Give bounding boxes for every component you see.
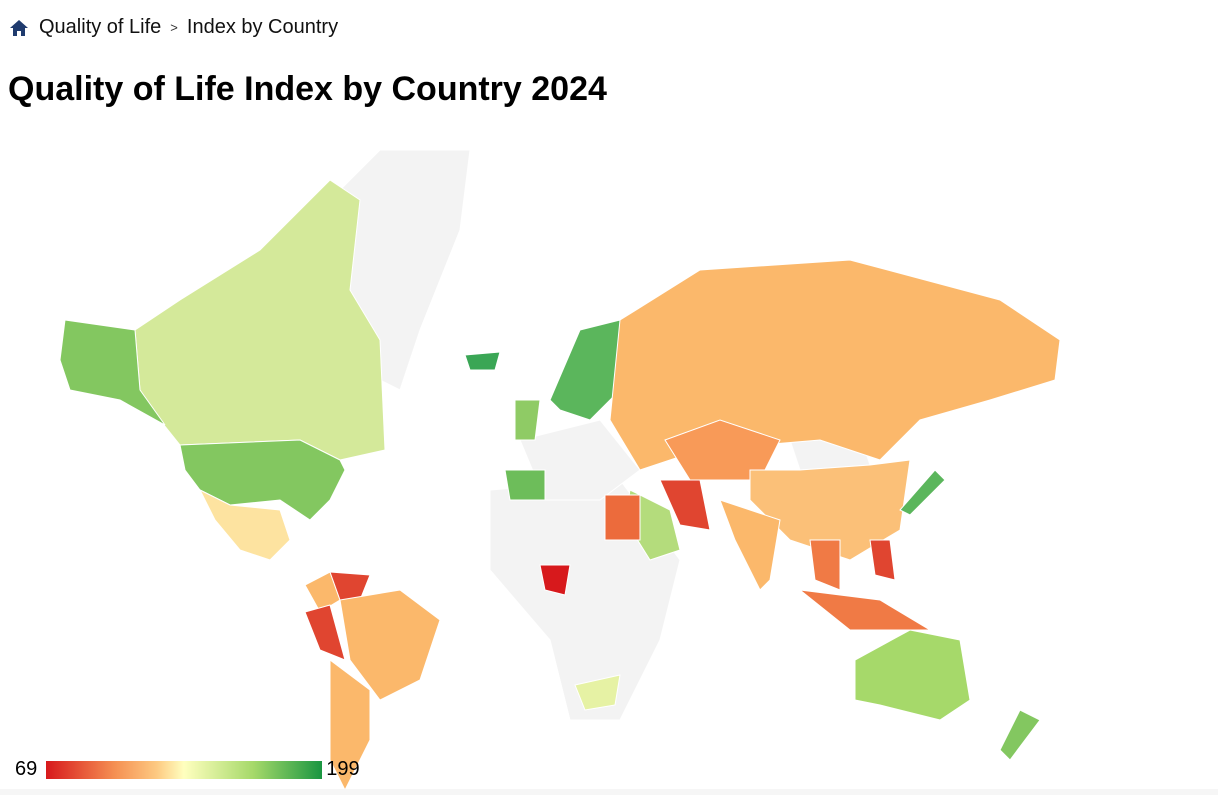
country-mexico[interactable] bbox=[198, 488, 291, 561]
country-canada[interactable] bbox=[134, 179, 386, 461]
footer-strip bbox=[0, 789, 1218, 795]
country-united-kingdom[interactable] bbox=[514, 399, 541, 441]
country-argentina[interactable] bbox=[329, 659, 371, 792]
breadcrumb-link-quality-of-life[interactable]: Quality of Life bbox=[39, 16, 162, 38]
breadcrumb: Quality of Life > Index by Country bbox=[9, 16, 338, 39]
breadcrumb-current: Index by Country bbox=[186, 16, 339, 38]
country-india[interactable] bbox=[719, 499, 781, 591]
country-spain[interactable] bbox=[504, 469, 546, 501]
country-china[interactable] bbox=[749, 459, 911, 561]
country-norway[interactable] bbox=[549, 319, 621, 421]
country-united-states[interactable] bbox=[179, 439, 346, 521]
country-japan[interactable] bbox=[899, 469, 946, 516]
country-kazakhstan[interactable] bbox=[664, 419, 781, 481]
country-australia[interactable] bbox=[854, 629, 971, 721]
home-icon[interactable] bbox=[9, 19, 29, 37]
breadcrumb-separator: > bbox=[170, 20, 178, 35]
page-title: Quality of Life Index by Country 2024 bbox=[8, 70, 607, 108]
country-peru[interactable] bbox=[304, 604, 346, 661]
country-iceland[interactable] bbox=[464, 351, 501, 371]
color-legend: 69 199 bbox=[15, 758, 360, 781]
legend-min: 69 bbox=[15, 758, 38, 780]
country-nigeria[interactable] bbox=[539, 564, 571, 596]
country-philippines[interactable] bbox=[869, 539, 896, 581]
legend-max: 199 bbox=[326, 758, 360, 780]
country-brazil[interactable] bbox=[339, 589, 441, 701]
legend-gradient-bar bbox=[46, 760, 323, 779]
country-alaska[interactable] bbox=[59, 319, 166, 426]
country-south-africa[interactable] bbox=[574, 674, 621, 711]
country-vietnam[interactable] bbox=[809, 539, 841, 591]
country-new-zealand[interactable] bbox=[999, 709, 1041, 761]
country-iran[interactable] bbox=[659, 479, 711, 531]
country-russia[interactable] bbox=[609, 259, 1061, 471]
country-indonesia[interactable] bbox=[798, 589, 932, 631]
country-egypt[interactable] bbox=[604, 494, 641, 541]
